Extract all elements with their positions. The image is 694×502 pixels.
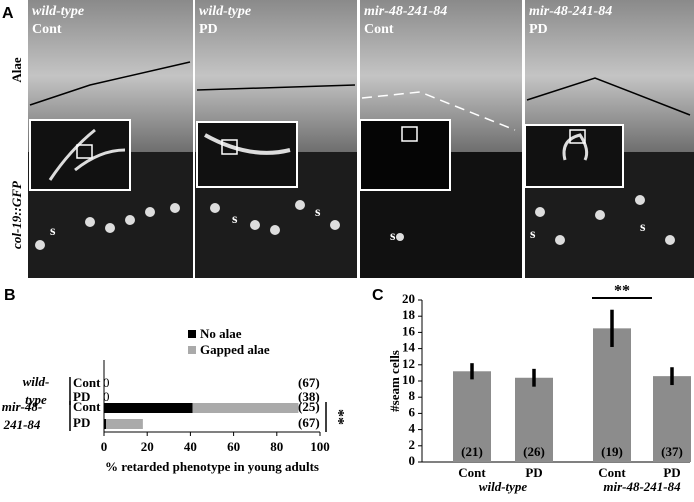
- y-tick-label: 8: [409, 388, 416, 403]
- category-label: PD: [73, 389, 90, 404]
- group-label: wild-: [23, 374, 50, 389]
- legend-swatch: [188, 346, 196, 354]
- panel-a-images: [28, 0, 694, 278]
- x-tick-label: 40: [184, 439, 197, 454]
- seam-marker: s: [50, 224, 56, 239]
- panel-a-labels: A Alae col-19::GFP wild-type Cont wild-t…: [2, 4, 646, 249]
- y-tick-label: 6: [409, 404, 416, 419]
- bar: [653, 376, 691, 462]
- group-label: wild-type: [479, 479, 528, 494]
- y-tick-label: 10: [402, 372, 415, 387]
- bar: [593, 328, 631, 462]
- n-label: (25): [298, 399, 320, 414]
- condition-label: Cont: [32, 22, 62, 37]
- category-label: Cont: [73, 375, 101, 390]
- row-label: Alae: [9, 57, 24, 83]
- n-label: (26): [523, 444, 545, 459]
- genotype-label: mir-48-241-84: [529, 4, 612, 19]
- category-label: PD: [73, 415, 90, 430]
- significance: **: [329, 409, 346, 425]
- group-label: mir-48-241-84: [603, 479, 681, 494]
- y-axis-label: #seam cells: [387, 350, 402, 412]
- x-tick-label: 100: [310, 439, 330, 454]
- x-tick-label: 60: [227, 439, 240, 454]
- group-label: mir-48-: [2, 399, 42, 414]
- panel-label: B: [4, 287, 16, 304]
- seam-marker: s: [232, 212, 238, 227]
- value-label: 0: [103, 375, 110, 390]
- n-label: (19): [601, 444, 623, 459]
- n-label: (67): [298, 375, 320, 390]
- category-label: Cont: [73, 399, 101, 414]
- genotype-label: wild-type: [199, 4, 251, 19]
- panel-label: A: [2, 5, 14, 22]
- bar: [104, 419, 107, 429]
- bar: [106, 419, 143, 429]
- y-tick-label: 16: [402, 323, 416, 338]
- y-tick-label: 14: [402, 340, 416, 355]
- significance: **: [614, 283, 630, 300]
- seam-marker: s: [530, 227, 536, 242]
- y-tick-label: 12: [402, 356, 415, 371]
- y-tick-label: 4: [409, 421, 416, 436]
- seam-marker: s: [640, 220, 646, 235]
- seam-marker: s: [390, 229, 396, 244]
- panel-label: C: [372, 287, 384, 304]
- group-label: type: [25, 392, 47, 407]
- n-label: (37): [661, 444, 683, 459]
- condition-label: PD: [529, 22, 548, 37]
- genotype-label: mir-48-241-84: [364, 4, 447, 19]
- value-label: 0: [103, 389, 110, 404]
- bar: [453, 371, 491, 462]
- bar: [192, 403, 299, 413]
- group-label: 241-84: [3, 417, 41, 432]
- n-label: (67): [298, 415, 320, 430]
- x-tick-label: 20: [141, 439, 154, 454]
- bar: [104, 403, 193, 413]
- x-tick-label: Cont: [598, 465, 626, 480]
- condition-label: PD: [199, 22, 218, 37]
- legend-label: Gapped alae: [200, 342, 270, 357]
- x-tick-label: Cont: [458, 465, 486, 480]
- n-label: (38): [298, 389, 320, 404]
- condition-label: Cont: [364, 22, 394, 37]
- x-tick-label: PD: [525, 465, 542, 480]
- seam-marker: s: [315, 205, 321, 220]
- n-label: (21): [461, 444, 483, 459]
- x-tick-label: 80: [270, 439, 283, 454]
- y-tick-label: 20: [402, 291, 415, 306]
- x-tick-label: 0: [101, 439, 108, 454]
- row-label: col-19::GFP: [9, 180, 24, 249]
- legend-swatch: [188, 330, 196, 338]
- bar: [515, 377, 553, 462]
- y-tick-label: 0: [409, 453, 416, 468]
- y-tick-label: 2: [409, 437, 416, 452]
- x-tick-label: PD: [663, 465, 680, 480]
- legend-label: No alae: [200, 326, 242, 341]
- x-axis-label: % retarded phenotype in young adults: [105, 459, 319, 474]
- y-tick-label: 18: [402, 307, 416, 322]
- genotype-label: wild-type: [32, 4, 84, 19]
